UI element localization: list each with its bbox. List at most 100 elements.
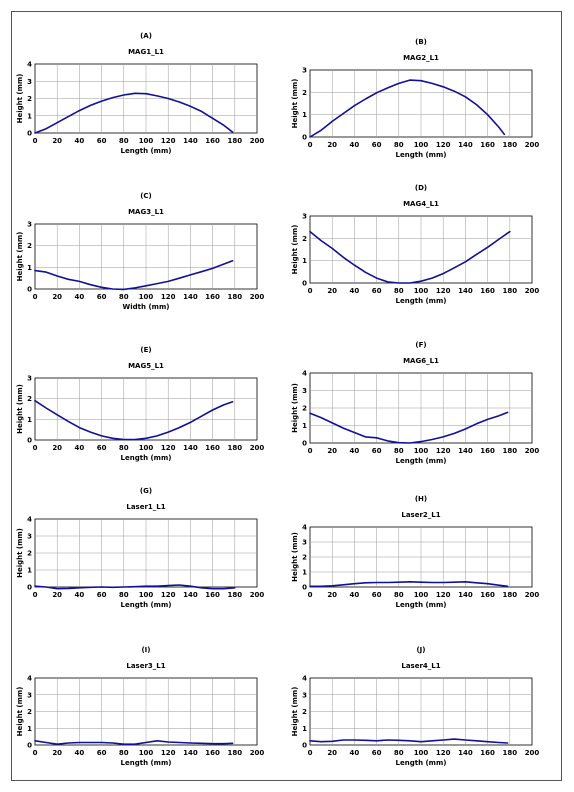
x-tick-label: 20 xyxy=(52,749,62,757)
panel-letter: (B) xyxy=(415,38,427,46)
x-axis-label: Width (mm) xyxy=(123,303,170,311)
x-tick-label: 40 xyxy=(75,293,85,301)
x-tick-label: 80 xyxy=(119,293,129,301)
y-axis-label: Height (mm) xyxy=(291,383,299,433)
y-tick-label: 0 xyxy=(302,134,307,142)
x-tick-label: 0 xyxy=(308,749,313,757)
x-tick-label: 180 xyxy=(227,444,242,452)
chart-svg: (G) Laser1_L1 0 20 40 60 80 100 120 140 160 180 200 0… xyxy=(16,487,265,609)
x-tick-label: 80 xyxy=(394,591,404,599)
y-axis-label: Height (mm) xyxy=(291,79,299,129)
y-tick-label: 2 xyxy=(302,235,307,243)
series-line xyxy=(34,584,236,590)
chart-title: Laser4_L1 xyxy=(401,662,440,670)
x-tick-label: 120 xyxy=(161,591,176,599)
x-tick-label: 100 xyxy=(139,137,154,145)
x-tick-label: 60 xyxy=(97,293,107,301)
chart-svg: (D) MAG4_L1 0 20 40 60 80 100 120 140 160 180 200 0 1 2… xyxy=(291,184,539,305)
x-tick-label: 80 xyxy=(119,591,129,599)
chart-title: Laser2_L1 xyxy=(401,511,440,519)
x-tick-label: 140 xyxy=(183,293,198,301)
series-line xyxy=(309,738,509,744)
y-tick-label: 1 xyxy=(27,264,32,272)
series-line xyxy=(309,411,509,444)
x-tick-label: 180 xyxy=(227,749,242,757)
x-tick-label: 160 xyxy=(480,287,495,295)
chart-title: MAG2_L1 xyxy=(403,54,439,62)
y-axis-label: Height (mm) xyxy=(291,532,299,582)
x-axis-label: Length (mm) xyxy=(396,151,447,159)
x-tick-label: 200 xyxy=(250,137,265,145)
y-tick-label: 1 xyxy=(302,569,307,577)
x-tick-label: 120 xyxy=(161,749,176,757)
x-tick-label: 20 xyxy=(327,287,337,295)
x-tick-label: 80 xyxy=(394,447,404,455)
x-tick-label: 160 xyxy=(480,141,495,149)
x-tick-label: 140 xyxy=(458,749,473,757)
x-tick-label: 20 xyxy=(52,137,62,145)
y-tick-label: 1 xyxy=(27,416,32,424)
x-axis-label: Length (mm) xyxy=(396,601,447,609)
y-tick-label: 4 xyxy=(302,524,307,532)
chart-title: MAG3_L1 xyxy=(128,208,164,216)
x-tick-label: 60 xyxy=(372,591,382,599)
x-tick-label: 160 xyxy=(480,749,495,757)
y-tick-label: 4 xyxy=(27,61,32,69)
series-line xyxy=(309,230,511,284)
x-tick-label: 160 xyxy=(205,137,220,145)
series-line xyxy=(34,92,234,134)
y-tick-label: 0 xyxy=(27,130,32,138)
x-tick-label: 40 xyxy=(75,137,85,145)
chart-title: MAG6_L1 xyxy=(403,357,439,365)
y-tick-label: 1 xyxy=(27,725,32,733)
x-tick-label: 80 xyxy=(119,444,129,452)
x-tick-label: 120 xyxy=(161,137,176,145)
y-tick-label: 3 xyxy=(27,221,32,229)
chart-title: MAG1_L1 xyxy=(128,48,164,56)
y-tick-label: 4 xyxy=(302,675,307,683)
y-tick-label: 3 xyxy=(27,375,32,383)
x-tick-label: 0 xyxy=(308,591,313,599)
x-tick-label: 140 xyxy=(458,141,473,149)
y-tick-label: 2 xyxy=(27,395,32,403)
x-tick-label: 200 xyxy=(525,447,540,455)
panel-letter: (D) xyxy=(415,184,427,192)
x-tick-label: 20 xyxy=(327,447,337,455)
y-tick-label: 1 xyxy=(302,422,307,430)
x-tick-label: 40 xyxy=(75,749,85,757)
y-tick-label: 3 xyxy=(302,67,307,75)
y-tick-label: 0 xyxy=(302,440,307,448)
y-tick-label: 3 xyxy=(27,691,32,699)
panel-letter: (C) xyxy=(140,192,152,200)
chart-panel-g: (G) Laser1_L1 0 20 40 60 80 100 120 140 160 180 200 0… xyxy=(7,473,271,617)
x-tick-label: 180 xyxy=(227,591,242,599)
x-tick-label: 200 xyxy=(250,591,265,599)
x-tick-label: 80 xyxy=(394,749,404,757)
x-tick-label: 140 xyxy=(183,591,198,599)
x-tick-label: 120 xyxy=(436,287,451,295)
chart-svg: (F) MAG6_L1 0 20 40 60 80 100 120 140 160 180 200 0 1 2… xyxy=(291,341,540,465)
x-tick-label: 100 xyxy=(139,444,154,452)
x-tick-label: 40 xyxy=(75,591,85,599)
chart-panel-c: (C) MAG3_L1 0 20 40 60 80 100 120 140 160 180 200 0 1 2… xyxy=(7,178,271,319)
x-tick-label: 140 xyxy=(183,137,198,145)
x-tick-label: 100 xyxy=(414,447,429,455)
y-tick-label: 4 xyxy=(302,370,307,378)
chart-panel-b: (B) MAG2_L1 0 20 40 60 80 100 120 140 160 180 200 0 1 2… xyxy=(282,24,546,167)
x-tick-label: 160 xyxy=(205,293,220,301)
x-tick-label: 160 xyxy=(480,447,495,455)
chart-svg: (E) MAG5_L1 0 20 40 60 80 100 120 140 160 180 200 0 1 2… xyxy=(16,346,264,462)
y-axis-label: Height (mm) xyxy=(16,528,24,578)
x-tick-label: 60 xyxy=(97,444,107,452)
y-tick-label: 3 xyxy=(27,78,32,86)
chart-svg: (C) MAG3_L1 0 20 40 60 80 100 120 140 160 180 200 0 1 2… xyxy=(16,192,264,311)
x-tick-label: 200 xyxy=(250,749,265,757)
x-tick-label: 180 xyxy=(227,293,242,301)
x-tick-label: 100 xyxy=(414,287,429,295)
x-tick-label: 100 xyxy=(414,141,429,149)
chart-panel-f: (F) MAG6_L1 0 20 40 60 80 100 120 140 160 180 200 0 1 2… xyxy=(282,327,546,473)
x-tick-label: 180 xyxy=(502,591,517,599)
x-tick-label: 60 xyxy=(372,447,382,455)
x-tick-label: 20 xyxy=(327,591,337,599)
x-tick-label: 40 xyxy=(75,444,85,452)
